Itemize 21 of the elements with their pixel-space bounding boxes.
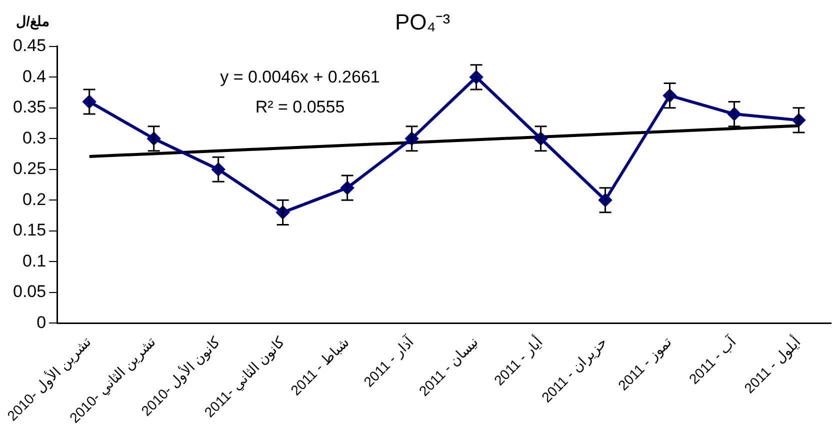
y-tick-label: 0.2 bbox=[22, 190, 46, 209]
x-tick-label: شباط - 2011 bbox=[287, 334, 352, 398]
x-tick-label: نيسان - 2011 bbox=[416, 334, 482, 400]
y-axis-title: ملغ/ل bbox=[16, 12, 50, 30]
x-tick-label: آذار - 2011 bbox=[360, 332, 418, 391]
y-tick-label: 0.05 bbox=[12, 282, 46, 302]
y-tick-label: 0 bbox=[36, 312, 46, 332]
y-tick-label: 0.4 bbox=[22, 66, 46, 86]
x-tick-label: تموز - 2011 bbox=[614, 334, 676, 394]
y-tick-label: 0.3 bbox=[22, 128, 46, 148]
annotation: y = 0.0046x + 0.2661 bbox=[220, 68, 380, 87]
x-tick-label: أيلول - 2011 bbox=[740, 332, 804, 397]
annotation: R² = 0.0555 bbox=[255, 98, 345, 117]
y-tick-label: 0.1 bbox=[22, 251, 46, 270]
chart-title: PO₄⁻³ bbox=[394, 9, 450, 34]
y-tick-label: 0.25 bbox=[12, 159, 46, 178]
y-tick-label: 0.35 bbox=[12, 98, 46, 117]
y-tick-label: 0.15 bbox=[12, 220, 46, 240]
x-tick-label: أيار - 2011 bbox=[489, 332, 546, 390]
y-tick-label: 0.45 bbox=[12, 36, 46, 56]
x-tick-label: آب - 2011 bbox=[684, 332, 740, 388]
